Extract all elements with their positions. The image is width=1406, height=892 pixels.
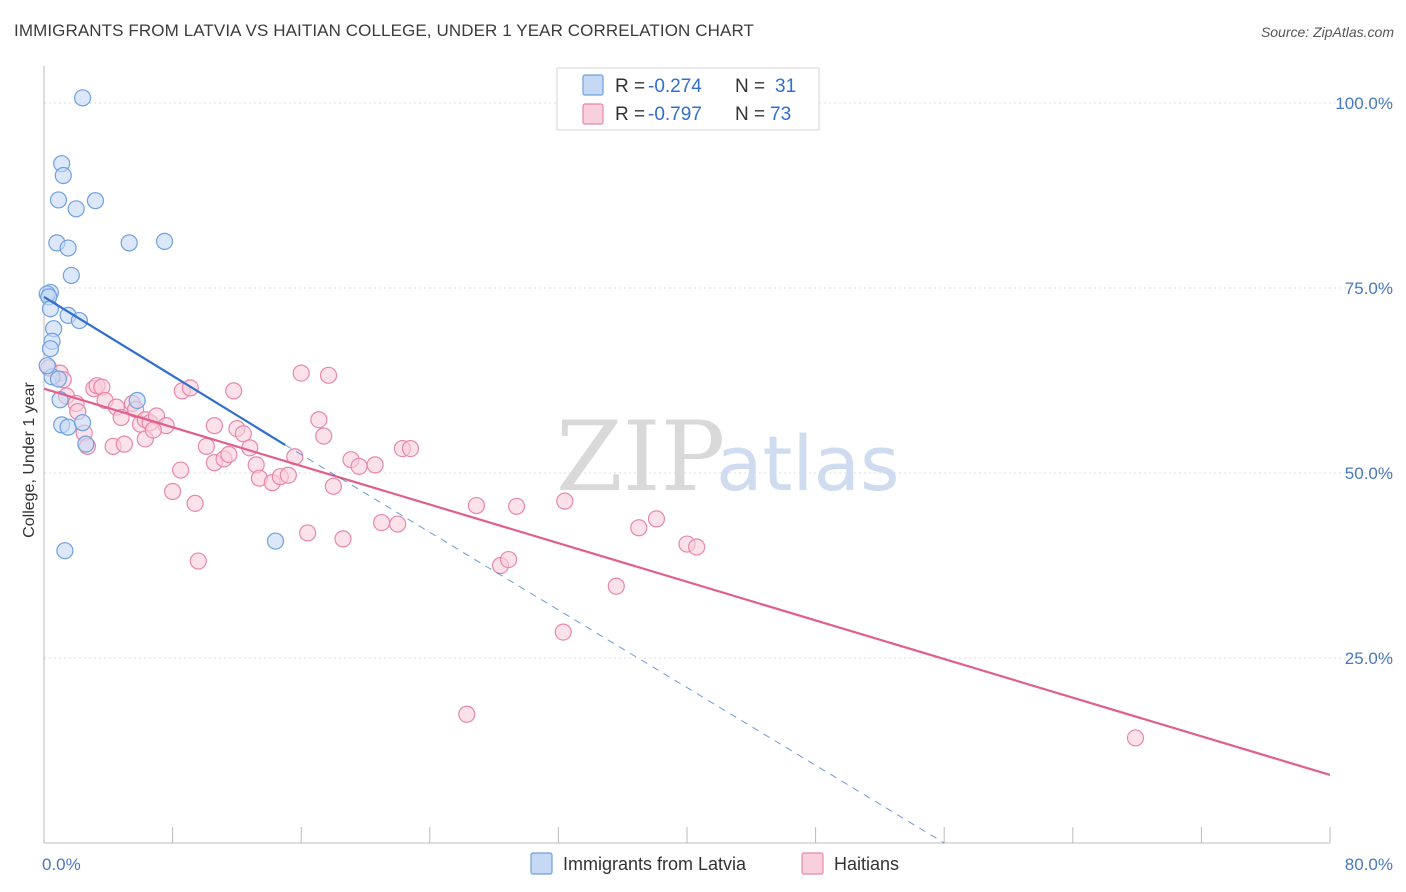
bottom-legend-label-haitians: Haitians bbox=[834, 854, 899, 874]
point-latvia bbox=[86, 192, 105, 210]
trend-extension-latvia bbox=[284, 444, 945, 844]
point-latvia bbox=[41, 340, 60, 358]
point-haitians bbox=[220, 445, 238, 464]
point-haitians bbox=[499, 550, 518, 569]
point-haitians bbox=[172, 461, 190, 479]
chart-title: IMMIGRANTS FROM LATVIA VS HAITIAN COLLEG… bbox=[14, 21, 755, 40]
point-haitians bbox=[372, 513, 391, 532]
bottom-legend-swatch-haitians bbox=[801, 852, 824, 875]
point-latvia bbox=[59, 239, 77, 257]
point-latvia bbox=[120, 234, 138, 252]
legend-swatch-latvia bbox=[582, 74, 604, 96]
point-haitians bbox=[607, 577, 625, 595]
point-haitians bbox=[144, 421, 162, 439]
legend-row2-r-value: -0.797 bbox=[648, 104, 702, 125]
point-haitians bbox=[234, 425, 252, 443]
point-haitians bbox=[467, 496, 486, 515]
point-latvia bbox=[77, 435, 95, 453]
point-haitians bbox=[334, 530, 352, 548]
point-haitians bbox=[115, 435, 133, 453]
y-axis-title: College, Under 1 year bbox=[21, 382, 38, 538]
axes bbox=[43, 66, 1331, 844]
point-haitians bbox=[556, 492, 574, 510]
y-tick-label-25: 25.0% bbox=[1345, 649, 1393, 668]
bottom-legend-swatch-latvia bbox=[530, 852, 553, 875]
point-haitians bbox=[401, 439, 420, 458]
bottom-legend: Immigrants from Latvia Haitians bbox=[530, 852, 899, 875]
series-latvia bbox=[38, 89, 285, 560]
point-haitians bbox=[324, 477, 342, 495]
point-haitians bbox=[688, 538, 706, 556]
point-haitians bbox=[189, 552, 207, 570]
point-haitians bbox=[508, 497, 526, 515]
point-haitians bbox=[1126, 729, 1145, 747]
point-haitians bbox=[319, 366, 338, 384]
point-haitians bbox=[315, 427, 333, 445]
point-haitians bbox=[647, 510, 666, 528]
point-latvia bbox=[73, 89, 92, 107]
point-haitians bbox=[197, 437, 215, 455]
y-tick-labels: 25.0% 50.0% 75.0% 100.0% bbox=[1335, 94, 1393, 668]
point-haitians bbox=[310, 411, 328, 429]
watermark-zip: ZIP bbox=[556, 401, 725, 513]
x-tick-label-max: 80.0% bbox=[1345, 855, 1393, 874]
point-haitians bbox=[299, 524, 317, 542]
legend-row1-n-label: N = bbox=[735, 76, 770, 97]
y-tick-label-100: 100.0% bbox=[1335, 94, 1393, 113]
x-tick-label-min: 0.0% bbox=[42, 855, 81, 874]
grid bbox=[44, 102, 1393, 659]
point-haitians bbox=[350, 457, 368, 475]
source-label: Source: ZipAtlas.com bbox=[1260, 24, 1394, 40]
point-latvia bbox=[266, 532, 285, 550]
legend-row1-r-value: -0.274 bbox=[648, 76, 702, 97]
trend-line-haitians bbox=[43, 387, 1331, 776]
trend-line-latvia bbox=[43, 295, 286, 446]
legend-row2-n-label: N = bbox=[735, 104, 770, 125]
point-latvia bbox=[67, 200, 85, 218]
point-latvia bbox=[49, 191, 68, 209]
point-latvia bbox=[49, 370, 68, 388]
point-latvia bbox=[38, 357, 56, 375]
point-haitians bbox=[279, 466, 297, 484]
watermark-atlas: atlas bbox=[716, 419, 900, 508]
legend-row2-n-value: 73 bbox=[770, 104, 791, 125]
point-latvia bbox=[54, 166, 72, 185]
legend-swatch-haitians bbox=[582, 103, 604, 125]
point-haitians bbox=[205, 417, 223, 435]
y-tick-label-50: 50.0% bbox=[1345, 464, 1393, 483]
point-latvia bbox=[62, 266, 80, 285]
point-haitians bbox=[458, 705, 476, 723]
point-latvia bbox=[155, 232, 174, 250]
point-haitians bbox=[186, 494, 204, 512]
point-haitians bbox=[366, 456, 384, 474]
point-haitians bbox=[554, 623, 572, 641]
legend-row1-n-value: 31 bbox=[775, 76, 796, 97]
point-haitians bbox=[164, 482, 182, 501]
legend-row1-r-label: R = bbox=[615, 76, 650, 97]
y-tick-label-75: 75.0% bbox=[1345, 279, 1393, 298]
top-legend: R = -0.274 N = 31 R = -0.797 N = 73 bbox=[556, 67, 820, 131]
point-haitians bbox=[389, 515, 407, 533]
point-latvia bbox=[128, 391, 146, 410]
legend-row2-r-label: R = bbox=[615, 104, 650, 125]
watermark: ZIP atlas bbox=[556, 401, 900, 513]
trend-lines bbox=[43, 295, 1331, 844]
point-latvia bbox=[56, 542, 74, 560]
point-haitians bbox=[225, 382, 243, 400]
point-haitians bbox=[292, 364, 310, 382]
bottom-legend-label-latvia: Immigrants from Latvia bbox=[563, 854, 747, 874]
point-latvia bbox=[73, 414, 92, 432]
point-haitians bbox=[630, 519, 648, 537]
point-latvia bbox=[59, 418, 77, 436]
